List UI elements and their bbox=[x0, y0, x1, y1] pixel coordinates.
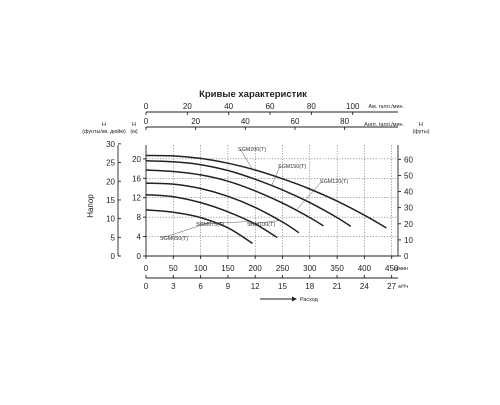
curve-label: SGM075(T) bbox=[196, 222, 224, 228]
bottom-axis-m3h-tick-label: 18 bbox=[305, 282, 314, 291]
bottom-axis-lpm-tick-label: 350 bbox=[330, 264, 344, 273]
curve-label-leader bbox=[197, 221, 250, 225]
curve-labels: SGM050(T) SGM075(T) SGM100(T) SGM120(T) SGM1… bbox=[160, 147, 348, 242]
top-axis-imp-gal-tick-label: 20 bbox=[191, 117, 200, 126]
chart-title: Кривые характеристик bbox=[199, 89, 307, 100]
bottom-axis-m3h-tick-label: 21 bbox=[333, 282, 342, 291]
top-axis-imp-gal-tick-label: 40 bbox=[241, 117, 250, 126]
curve-label: SGM150(T) bbox=[278, 164, 306, 170]
top-axis-imp-gal-label: Англ. галл./мин. bbox=[364, 122, 404, 128]
bottom-axis-m3h-tick-label: 12 bbox=[251, 282, 260, 291]
curve-label-leader bbox=[271, 165, 281, 186]
bottom-axis-lpm-label: л/мин bbox=[394, 266, 408, 272]
curve-sgm120t bbox=[145, 169, 324, 227]
left-axis-psi-tick-label: 10 bbox=[106, 215, 115, 224]
left-axis-psi-tick-label: 5 bbox=[111, 233, 116, 242]
top-axis-us-gal-tick-label: 80 bbox=[307, 102, 316, 111]
top-axis-imp-gal-tick-label: 0 bbox=[144, 117, 149, 126]
right-axis-ft-tick-label: 40 bbox=[404, 188, 413, 197]
curve-label: SGM050(T) bbox=[160, 236, 188, 242]
left-axis-psi-label-line2: (фунты/кв. дюйм) bbox=[82, 128, 126, 135]
x-axis-title: Расход bbox=[260, 296, 319, 303]
left-axis-m-tick-label: 4 bbox=[137, 233, 142, 242]
curve-sgm100t bbox=[145, 182, 300, 234]
bottom-axis-lpm-tick-label: 150 bbox=[221, 264, 235, 273]
bottom-axis-lpm-tick-label: 300 bbox=[303, 264, 317, 273]
curve-label-leader bbox=[295, 180, 323, 211]
curve-label: SGM100(T) bbox=[247, 222, 275, 228]
curve-label: SGM200(T) bbox=[238, 147, 266, 153]
curve-sgm200t bbox=[145, 154, 387, 229]
bottom-axis-lpm-tick-label: 100 bbox=[194, 264, 208, 273]
right-axis-ft-tick-label: 20 bbox=[404, 220, 413, 229]
bottom-axis-m3h-tick-label: 6 bbox=[198, 282, 203, 291]
left-axis-psi-tick-label: 15 bbox=[106, 196, 115, 205]
left-axis-m-tick-label: 8 bbox=[137, 213, 142, 222]
bottom-axis-lpm-tick-label: 50 bbox=[169, 264, 178, 273]
curve-sgm075t bbox=[145, 194, 278, 239]
top-axis-imp-gal-tick-label: 80 bbox=[340, 117, 349, 126]
left-axis-psi-label-line1: H bbox=[102, 122, 106, 128]
curve-label-leader bbox=[239, 148, 253, 170]
bottom-axis-m3h-tick-label: 9 bbox=[226, 282, 231, 291]
top-axis-imp-gal-tick-label: 60 bbox=[291, 117, 300, 126]
curve-label: SGM120(T) bbox=[320, 179, 348, 185]
left-axis-m-label-line1: H bbox=[132, 122, 136, 128]
bottom-axis-lpm-tick-label: 400 bbox=[358, 264, 372, 273]
bottom-axis-m3h-tick-label: 3 bbox=[171, 282, 176, 291]
bottom-axis-lpm-tick-label: 200 bbox=[249, 264, 263, 273]
bottom-axis-m3h-tick-label: 0 bbox=[144, 282, 149, 291]
curve-sgm150t bbox=[145, 160, 352, 228]
bottom-axis-m3h-label: м³/ч bbox=[398, 284, 408, 290]
y-axis-title: Напор bbox=[86, 194, 95, 218]
bottom-axis-m3h-tick-label: 24 bbox=[360, 282, 369, 291]
bottom-axis-m3h-tick-label: 27 bbox=[387, 282, 396, 291]
left-axis-m-tick-label: 20 bbox=[132, 155, 141, 164]
top-axis-us-gal-tick-label: 0 bbox=[144, 102, 149, 111]
right-axis-ft-tick-label: 0 bbox=[404, 252, 409, 261]
bottom-axis-lpm-tick-label: 250 bbox=[276, 264, 290, 273]
left-axis-psi-tick-label: 30 bbox=[106, 140, 115, 149]
top-axis-us-gal-tick-label: 20 bbox=[183, 102, 192, 111]
right-axis-ft-tick-label: 10 bbox=[404, 236, 413, 245]
left-axis-psi-tick-label: 20 bbox=[106, 177, 115, 186]
left-axis-psi-tick-label: 25 bbox=[106, 159, 115, 168]
right-axis-ft-tick-label: 60 bbox=[404, 155, 413, 164]
top-axis-us-gal-label: Ам. галл./мин. bbox=[368, 104, 404, 110]
right-axis-ft-tick-label: 50 bbox=[404, 171, 413, 180]
bottom-axis-m3h-tick-label: 15 bbox=[278, 282, 287, 291]
top-axis-us-gal-tick-label: 60 bbox=[266, 102, 275, 111]
x-axis-title-label: Расход bbox=[300, 297, 319, 303]
right-axis-ft-label-line1: H bbox=[419, 122, 423, 128]
curves bbox=[145, 154, 387, 245]
flow-arrow-icon bbox=[292, 296, 297, 302]
curve-sgm050t bbox=[145, 209, 253, 245]
curve-label-leader bbox=[248, 220, 280, 225]
right-axis-ft-label-line2: (футы) bbox=[412, 129, 429, 135]
left-axis-m-tick-label: 0 bbox=[137, 252, 142, 261]
left-axis-m-tick-label: 12 bbox=[132, 194, 141, 203]
bottom-axis-lpm-tick-label: 0 bbox=[144, 264, 149, 273]
left-axis-m-label-line2: (м) bbox=[130, 129, 138, 135]
left-axis-m-tick-label: 16 bbox=[132, 174, 141, 183]
bottom-axis-lpm-tick-label: 450 bbox=[385, 264, 399, 273]
curve-label-leader bbox=[161, 221, 212, 239]
right-axis-ft-tick-label: 30 bbox=[404, 204, 413, 213]
top-axis-us-gal-tick-label: 40 bbox=[224, 102, 233, 111]
top-axis-us-gal-tick-label: 100 bbox=[346, 102, 360, 111]
left-axis-psi-tick-label: 0 bbox=[111, 252, 116, 261]
